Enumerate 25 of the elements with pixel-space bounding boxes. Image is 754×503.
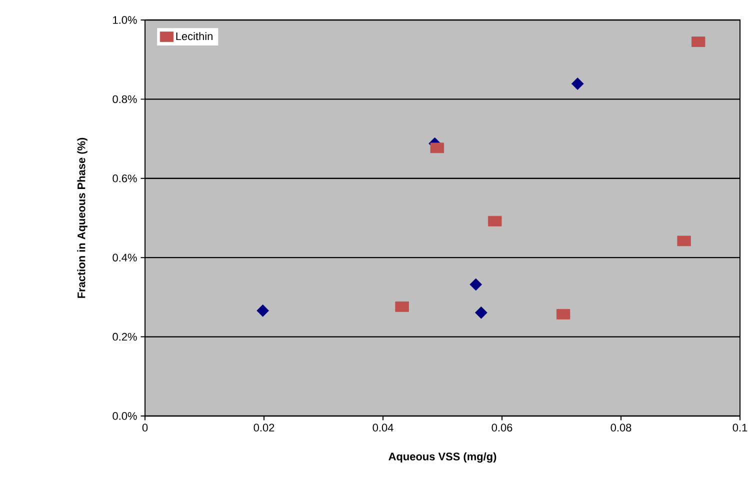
point — [470, 278, 482, 291]
y-tick-label: 0.0% — [112, 412, 137, 420]
x-axis-title: Aqueous VSS (mg/g) — [388, 452, 496, 463]
y-tick-label: 0.6% — [112, 174, 137, 182]
x-tick-label: 0.02 — [254, 424, 274, 432]
y-tick-label: 0.4% — [112, 254, 137, 262]
point — [475, 306, 488, 319]
point — [488, 216, 502, 226]
legend-label: Lecithin — [176, 32, 212, 40]
point — [571, 78, 584, 90]
x-tick-label: 0.04 — [372, 424, 394, 432]
point — [556, 309, 570, 320]
y-axis-title: Fraction in Aqueous Phase (%) — [77, 138, 88, 298]
y-tick-label: 1.0% — [113, 16, 137, 24]
point — [692, 36, 706, 47]
x-tick-label: 0.1 — [732, 424, 748, 432]
x-tick-label: 0.08 — [610, 424, 632, 432]
point — [395, 301, 409, 312]
point — [430, 142, 444, 154]
y-tick-label: 0.2% — [112, 332, 137, 341]
point — [677, 236, 691, 246]
x-tick-label: 0.06 — [492, 424, 512, 432]
point — [256, 304, 270, 317]
x-tick-label: 0 — [142, 424, 148, 432]
y-tick-label: 0.8% — [112, 95, 137, 104]
